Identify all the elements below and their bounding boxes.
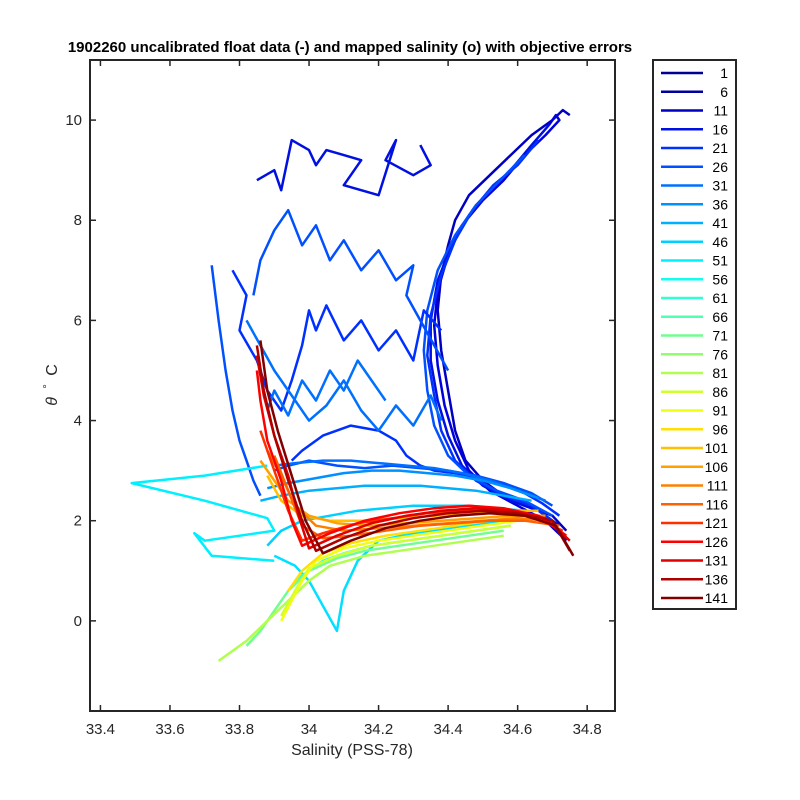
legend-label-101: 101 [705, 440, 729, 456]
legend-label-36: 36 [712, 196, 728, 212]
series-line-10 [231, 269, 443, 412]
x-tick-label: 34.6 [503, 721, 532, 738]
x-tick-label: 33.8 [225, 721, 254, 738]
series-line-16 [260, 484, 532, 502]
legend-label-1: 1 [720, 65, 728, 81]
y-axis-label-symbol: θ [44, 397, 61, 406]
y-axis: 0 2 4 6 8 10 [65, 112, 615, 630]
series-line-5 [422, 154, 553, 517]
x-tick-label: 34.2 [364, 721, 393, 738]
legend-label-21: 21 [712, 140, 728, 156]
legend-label-41: 41 [712, 215, 728, 231]
series-layer [130, 108, 575, 662]
legend-label-16: 16 [712, 121, 728, 137]
legend-label-96: 96 [712, 421, 728, 437]
legend-label-131: 131 [705, 553, 729, 569]
x-tick-label: 34 [301, 721, 318, 738]
y-tick-label: 2 [74, 513, 82, 530]
series-line-34 [259, 340, 575, 557]
y-axis-label-degree: ° [42, 384, 54, 388]
series-line-15 [267, 469, 539, 500]
series-line-11 [252, 208, 450, 372]
x-axis-label: Salinity (PSS-78) [291, 742, 413, 759]
legend-label-86: 86 [712, 384, 728, 400]
legend-label-56: 56 [712, 271, 728, 287]
legend-label-46: 46 [712, 234, 728, 250]
legend-label-126: 126 [705, 534, 729, 550]
legend-label-6: 6 [720, 84, 728, 100]
series-line-33 [255, 345, 571, 553]
series-line-12 [245, 319, 443, 432]
x-axis: 33.4 33.6 33.8 34 34.2 34.4 34.6 34.8 [86, 60, 602, 738]
legend-label-81: 81 [712, 365, 728, 381]
y-tick-label: 4 [74, 413, 82, 430]
x-tick-label: 33.6 [155, 721, 184, 738]
series-line-18 [130, 464, 276, 563]
y-axis-label-unit: C [44, 364, 61, 376]
series-line-31 [255, 370, 568, 547]
legend-label-66: 66 [712, 309, 728, 325]
legend-label-111: 111 [707, 478, 728, 494]
legend-label-76: 76 [712, 346, 728, 362]
x-tick-label: 33.4 [86, 721, 115, 738]
legend-label-26: 26 [712, 159, 728, 175]
legend-label-116: 116 [706, 496, 729, 512]
legend-label-71: 71 [712, 328, 728, 344]
legend-label-141: 141 [705, 590, 729, 606]
legend-label-11: 11 [713, 103, 728, 119]
y-tick-label: 10 [65, 112, 82, 129]
legend: 1611162126313641465156616671768186919610… [652, 59, 737, 610]
y-tick-label: 8 [74, 212, 82, 229]
legend-label-61: 61 [712, 290, 728, 306]
y-axis-label: θ ° C [38, 364, 61, 406]
series-line-14 [266, 359, 387, 417]
plot-frame [89, 59, 616, 712]
legend-label-51: 51 [712, 253, 728, 269]
y-tick-label: 0 [74, 613, 82, 630]
chart-title: 1902260 uncalibrated float data (-) and … [68, 39, 632, 56]
series-line-24 [280, 519, 518, 622]
x-tick-label: 34.8 [573, 721, 602, 738]
legend-label-136: 136 [705, 571, 729, 587]
legend-label-121: 121 [705, 515, 729, 531]
series-line-9 [256, 138, 432, 197]
legend-label-31: 31 [712, 178, 728, 194]
x-tick-label: 34.4 [434, 721, 463, 738]
legend-label-106: 106 [705, 459, 729, 475]
legend-label-91: 91 [712, 403, 728, 419]
series-line-22 [217, 534, 504, 662]
y-tick-label: 6 [74, 312, 82, 329]
series-line-19 [273, 519, 518, 633]
series-line-13 [210, 265, 262, 497]
plot-area [90, 60, 615, 711]
